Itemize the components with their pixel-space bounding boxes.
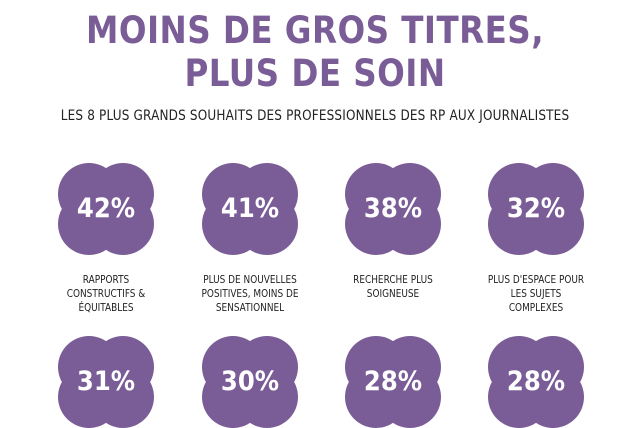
flower-shape-icon xyxy=(488,336,584,428)
flower-shape-icon xyxy=(345,163,441,255)
stat-card-5: 31% xyxy=(46,336,166,428)
page-title-line-1: MOINS DE GROS TITRES, xyxy=(85,9,545,52)
stat-badge: 31% xyxy=(58,336,154,428)
stat-label: PLUS D'ESPACE POUR LES SUJETS COMPLEXES xyxy=(487,274,585,314)
stat-badge: 28% xyxy=(488,336,584,428)
stat-badge: 28% xyxy=(345,336,441,428)
stat-card-6: 30% xyxy=(190,336,310,428)
stat-percent: 41% xyxy=(220,193,280,224)
flower-shape-icon xyxy=(488,163,584,255)
stat-card-1: 42% RAPPORTS CONSTRUCTIFS & ÉQUITABLES xyxy=(46,163,166,315)
stat-percent: 32% xyxy=(506,193,566,224)
stat-badge: 41% xyxy=(202,163,298,255)
stat-label: PLUS DE NOUVELLES POSITIVES, MOINS DE SE… xyxy=(201,274,299,314)
stat-card-7: 28% xyxy=(333,336,453,428)
stat-card-4: 32% PLUS D'ESPACE POUR LES SUJETS COMPLE… xyxy=(476,163,596,315)
stat-percent: 38% xyxy=(363,193,423,224)
stat-label: RAPPORTS CONSTRUCTIFS & ÉQUITABLES xyxy=(66,274,146,314)
stat-card-3: 38% RECHERCHE PLUS SOIGNEUSE xyxy=(333,163,453,301)
flower-shape-icon xyxy=(58,336,154,428)
stat-badge: 30% xyxy=(202,336,298,428)
stat-percent: 31% xyxy=(76,366,136,397)
stat-badge: 42% xyxy=(58,163,154,255)
page-subtitle: LES 8 PLUS GRANDS SOUHAITS DES PROFESSIO… xyxy=(60,108,570,124)
stat-percent: 28% xyxy=(506,366,566,397)
stat-card-2: 41% PLUS DE NOUVELLES POSITIVES, MOINS D… xyxy=(190,163,310,315)
flower-shape-icon xyxy=(202,163,298,255)
stat-label: RECHERCHE PLUS SOIGNEUSE xyxy=(353,274,433,300)
stat-percent: 30% xyxy=(220,366,280,397)
stat-badge: 32% xyxy=(488,163,584,255)
stat-badge: 38% xyxy=(345,163,441,255)
page-title-line-2: PLUS DE SOIN xyxy=(184,52,446,95)
stat-percent: 42% xyxy=(76,193,136,224)
stat-card-8: 28% xyxy=(476,336,596,428)
flower-shape-icon xyxy=(58,163,154,255)
stat-percent: 28% xyxy=(363,366,423,397)
